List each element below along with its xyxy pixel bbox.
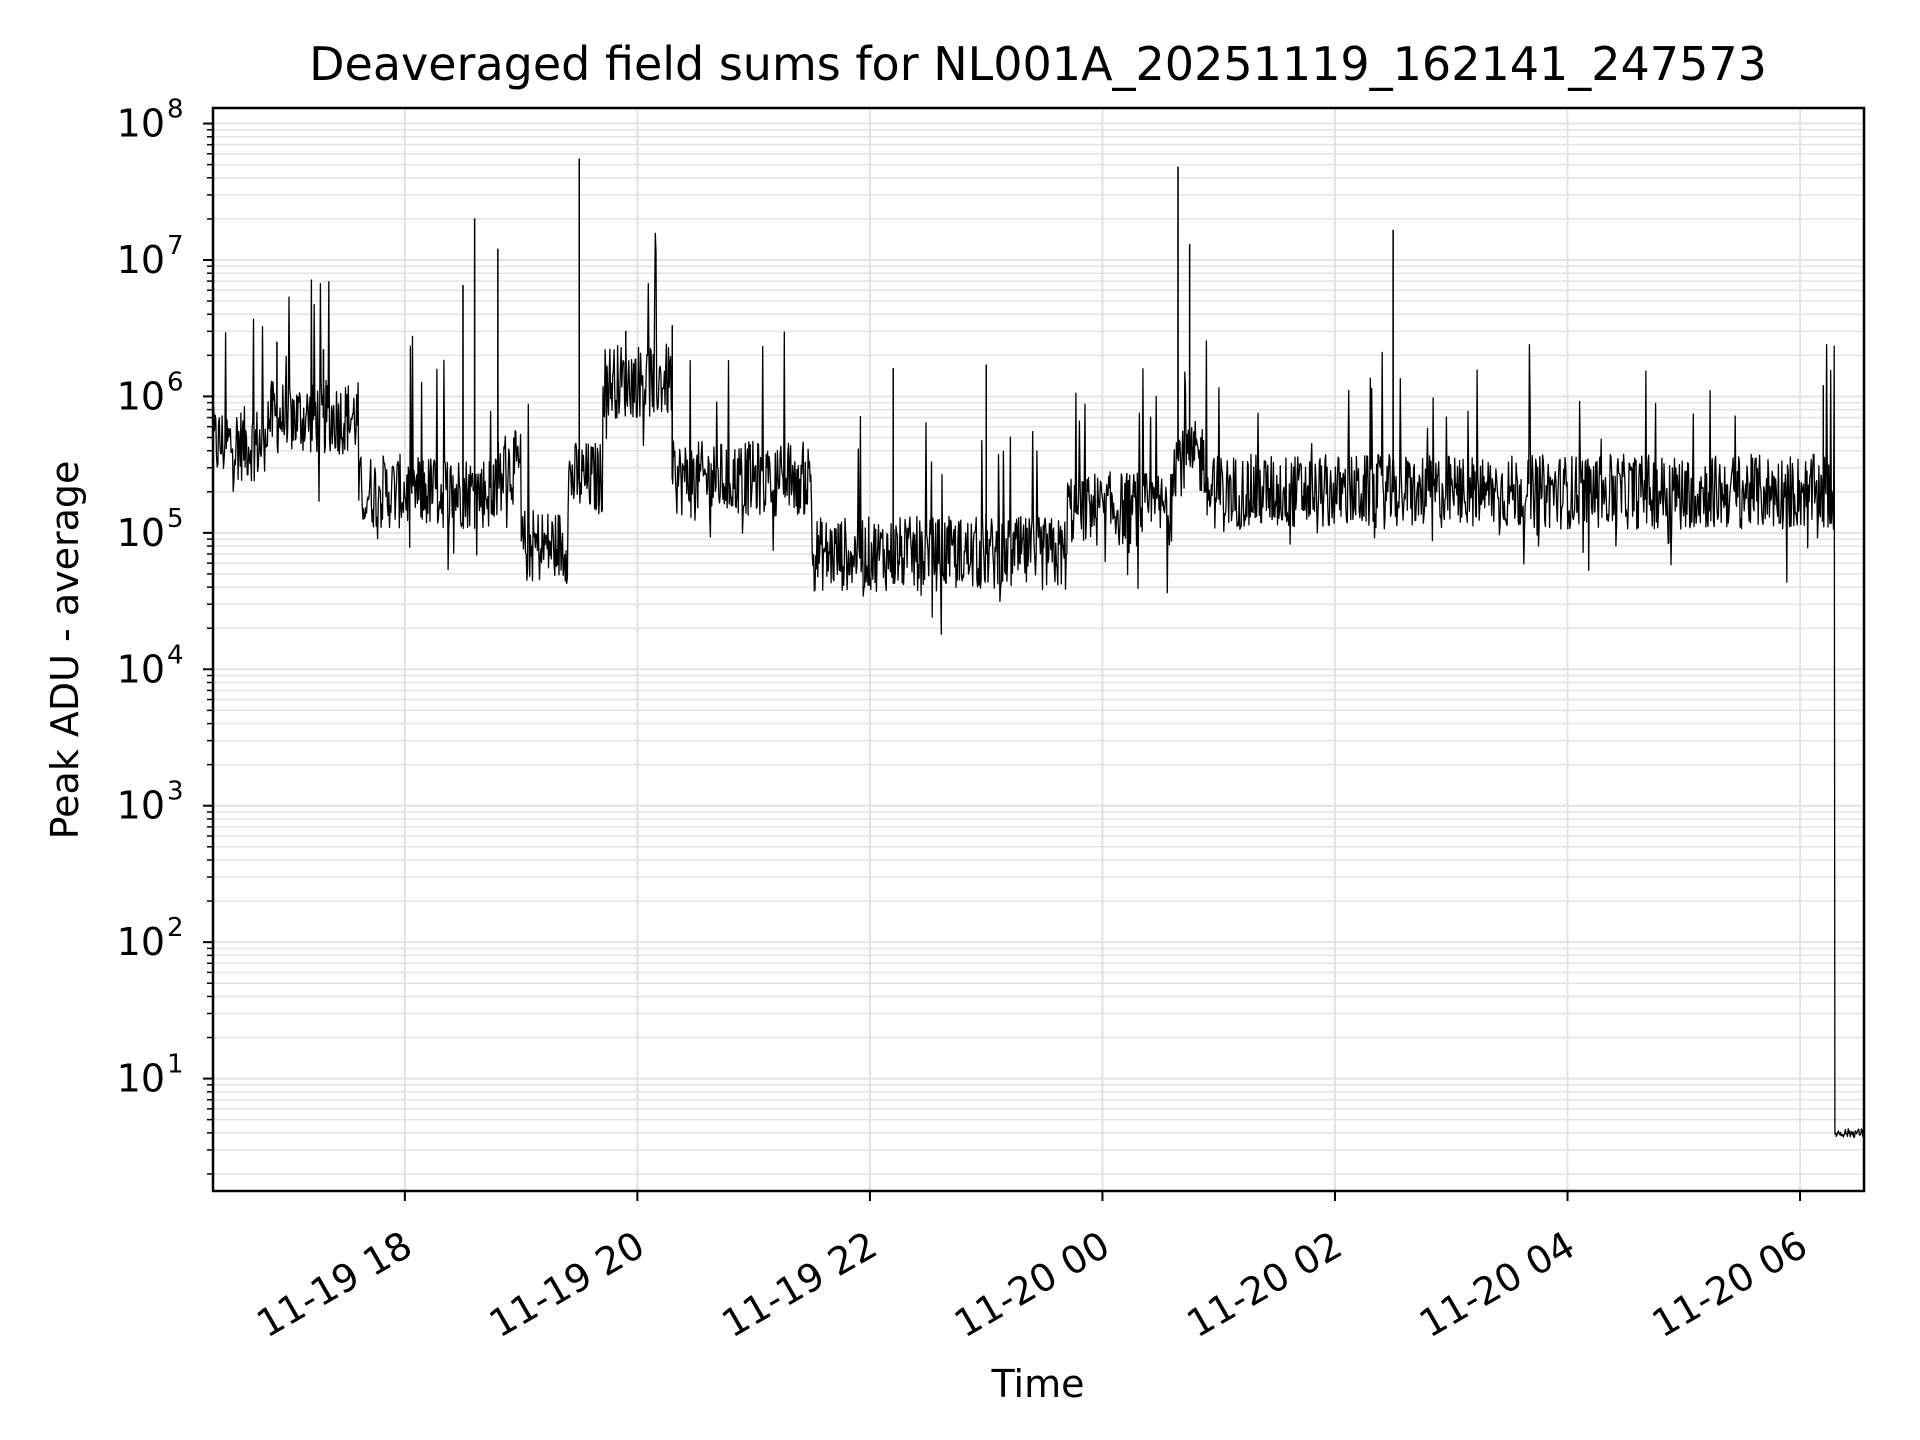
y-tick-label: 10: [117, 647, 165, 691]
y-axis-label: Peak ADU - average: [43, 461, 87, 840]
y-tick-exponent: 8: [167, 95, 184, 125]
y-tick-label: 10: [117, 511, 165, 555]
y-tick-label: 10: [117, 238, 165, 282]
y-tick-exponent: 5: [167, 504, 184, 534]
y-tick-label: 10: [117, 1057, 165, 1101]
plot-frame: [211, 106, 1866, 1193]
y-tick-label: 10: [117, 920, 165, 964]
series-layer: [212, 158, 1865, 1138]
series-line: [212, 158, 1865, 1138]
chart-title: Deaveraged field sums for NL001A_2025111…: [309, 37, 1767, 91]
y-tick-exponent: 6: [167, 367, 184, 397]
y-tick-label: 10: [117, 374, 165, 418]
y-tick-label: 10: [117, 784, 165, 828]
y-tick-exponent: 7: [167, 231, 184, 261]
y-tick-label: 10: [117, 102, 165, 146]
y-tick-exponent: 3: [167, 777, 184, 807]
x-axis-label: Time: [991, 1362, 1085, 1406]
y-tick-exponent: 1: [167, 1050, 184, 1080]
y-tick-exponent: 4: [167, 640, 184, 670]
y-tick-exponent: 2: [167, 913, 184, 943]
